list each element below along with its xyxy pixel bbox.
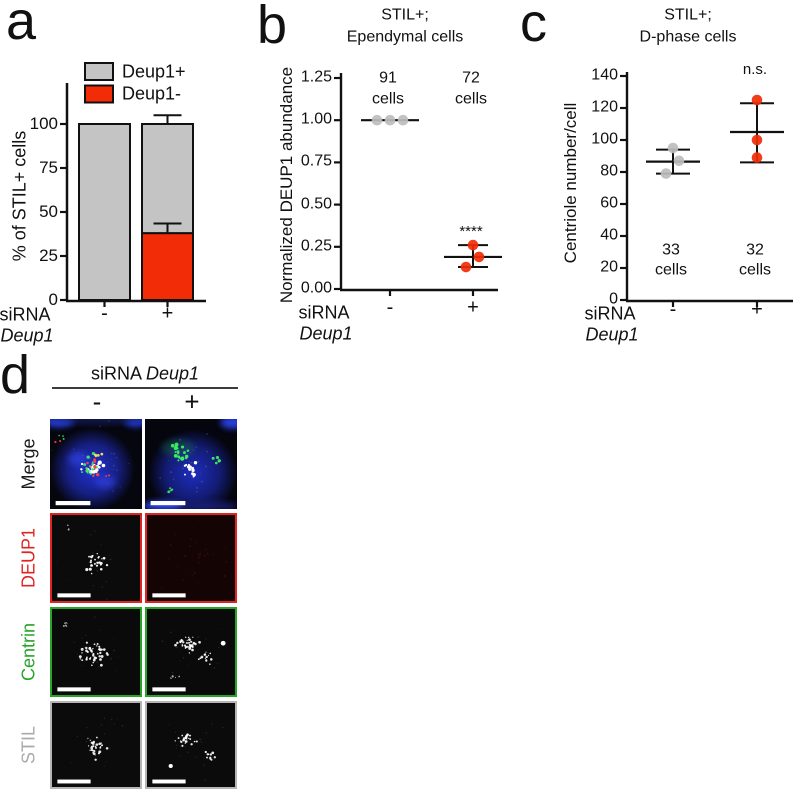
data-point xyxy=(673,155,685,167)
bar-segment xyxy=(78,123,131,301)
panel-d-header-prefix: siRNA xyxy=(90,363,146,384)
scale-bar xyxy=(55,501,91,506)
scale-bar xyxy=(57,593,91,598)
micrograph-deup1-plus xyxy=(145,513,237,603)
data-point xyxy=(384,114,396,126)
micrograph-stil-plus xyxy=(145,701,237,789)
scale-bar xyxy=(57,687,91,692)
panel-d-header-underline xyxy=(52,387,238,389)
panel-a-chart xyxy=(60,62,206,307)
panel-label-b: b xyxy=(257,0,288,55)
legend-swatch xyxy=(84,62,114,81)
data-point xyxy=(397,114,409,126)
micrograph-centrin-minus xyxy=(50,607,142,697)
micrograph-merge-minus xyxy=(50,419,142,509)
micrograph-stil-minus xyxy=(50,701,142,789)
bar-segment xyxy=(141,232,194,301)
panel-label-d: d xyxy=(0,345,31,405)
micrograph-merge-plus xyxy=(145,419,237,509)
micrograph-deup1-minus xyxy=(50,513,142,603)
panel-label-c: c xyxy=(520,0,547,53)
scale-bar xyxy=(57,779,91,784)
scale-bar xyxy=(152,779,186,784)
scale-bar xyxy=(150,501,186,506)
panel-d-column-plus: + xyxy=(184,386,200,417)
panel-d-column-minus: - xyxy=(92,386,102,417)
data-point xyxy=(371,114,383,126)
data-point xyxy=(751,94,763,106)
data-point xyxy=(667,142,679,154)
scale-bar xyxy=(152,593,186,598)
legend-swatch xyxy=(84,84,114,104)
panel-label-a: a xyxy=(6,0,37,51)
panel-d-header: siRNA Deup1 xyxy=(91,364,199,385)
panel-d-header-gene: Deup1 xyxy=(145,363,200,384)
data-point xyxy=(460,261,472,273)
scale-bar xyxy=(152,687,186,692)
panel-b-chart xyxy=(334,73,502,296)
data-point xyxy=(751,152,763,163)
bar-segment xyxy=(141,123,194,235)
panel-c-chart xyxy=(620,72,793,307)
data-point xyxy=(660,168,672,179)
data-point xyxy=(467,239,479,251)
data-point xyxy=(751,134,763,146)
micrograph-centrin-plus xyxy=(145,607,237,697)
data-point xyxy=(473,251,485,263)
